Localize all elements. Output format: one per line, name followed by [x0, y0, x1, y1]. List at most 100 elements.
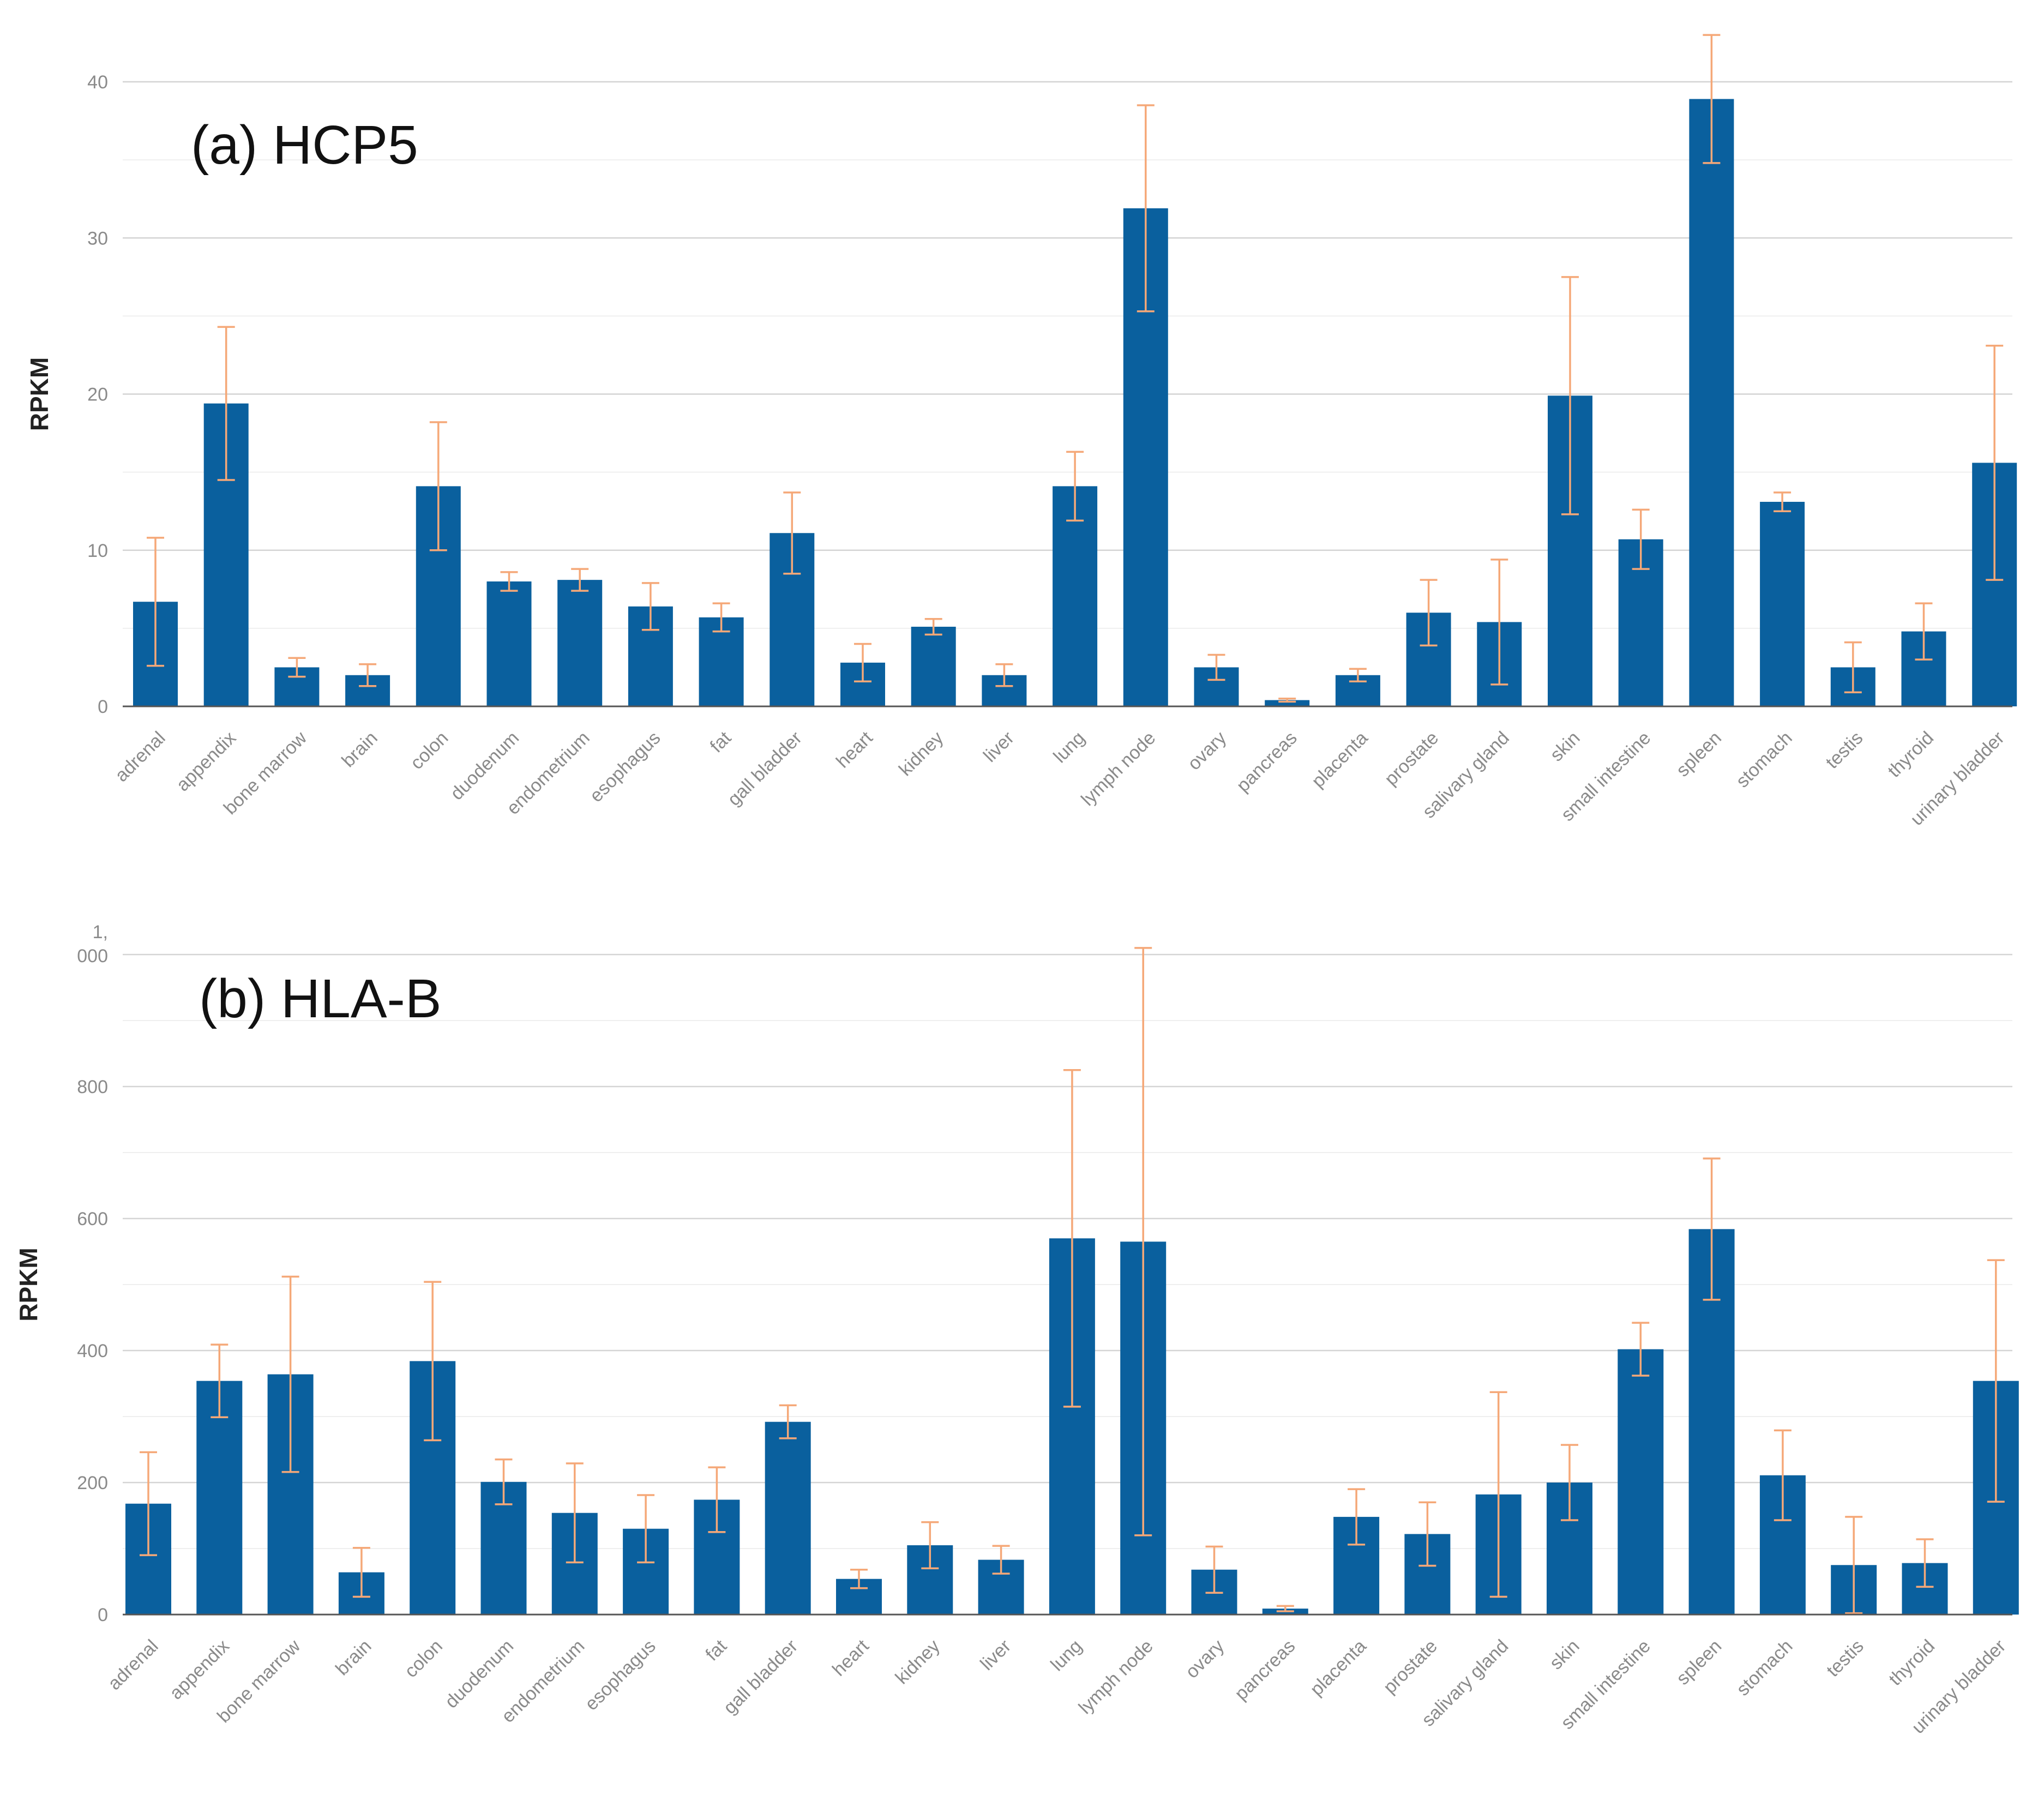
x-tick-label: appendix	[165, 1636, 233, 1703]
x-tick-label: fat	[701, 1635, 731, 1665]
x-tick-label: adrenal	[111, 728, 170, 786]
x-tick-label: colon	[406, 728, 452, 773]
x-tick-label: brain	[338, 728, 381, 771]
y-axis-label: RPKM	[14, 1247, 43, 1321]
error-bar-pancreas	[1278, 697, 1296, 703]
x-tick-label: appendix	[172, 728, 240, 795]
x-tick-label: pancreas	[1233, 728, 1301, 796]
x-tick-label: lymph node	[1077, 728, 1159, 810]
error-bar-small-intestine	[1632, 508, 1650, 570]
bar-stomach	[1760, 502, 1805, 706]
x-tick-label: duodenum	[441, 1636, 518, 1712]
error-bar-brain	[359, 663, 377, 687]
x-tick-label: heart	[832, 727, 877, 772]
error-bar-prostate	[1420, 579, 1438, 647]
error-bar-gall-bladder	[783, 491, 801, 575]
error-bar-placenta	[1348, 1488, 1366, 1546]
error-bar-adrenal	[140, 1451, 157, 1556]
y-tick-label: 40	[87, 72, 108, 93]
error-bar-fat	[708, 1466, 726, 1533]
error-bar-thyroid	[1916, 1538, 1934, 1588]
error-bar-prostate	[1418, 1501, 1436, 1567]
y-tick-label: 600	[77, 1209, 108, 1229]
y-tick-label-line: 000	[77, 946, 108, 967]
x-tick-label: skin	[1546, 728, 1584, 766]
x-tick-label: kidney	[892, 1636, 944, 1688]
error-bar-urinary-bladder	[1987, 1259, 2005, 1503]
error-bar-gall-bladder	[779, 1404, 797, 1439]
error-bar-ovary	[1205, 1545, 1223, 1594]
error-bar-salivary-gland	[1490, 559, 1508, 686]
y-tick-label: 400	[77, 1341, 108, 1361]
x-tick-label: ovary	[1181, 1636, 1228, 1683]
error-bar-appendix	[217, 326, 235, 481]
error-bar-small-intestine	[1632, 1322, 1650, 1377]
bar-lung	[1053, 486, 1098, 706]
error-bar-testis	[1845, 1516, 1863, 1615]
error-bar-heart	[854, 643, 871, 682]
bar-pancreas	[1265, 700, 1310, 706]
y-tick-label: 20	[87, 385, 108, 405]
y-tick-label-line: 1,	[93, 922, 108, 943]
error-bar-pancreas	[1276, 1605, 1294, 1612]
x-tick-label: gall bladder	[724, 728, 806, 810]
x-tick-label: liver	[979, 728, 1018, 766]
y-tick-label: 30	[87, 228, 108, 249]
error-bar-lung	[1066, 451, 1084, 522]
bar-duodenum	[486, 581, 532, 706]
bar-spleen	[1689, 99, 1734, 706]
error-bar-stomach	[1774, 491, 1791, 512]
x-tick-label: kidney	[895, 728, 947, 780]
bar-endometrium	[557, 580, 603, 706]
x-tick-label: spleen	[1672, 728, 1726, 781]
error-bar-spleen	[1703, 34, 1721, 164]
error-bar-adrenal	[147, 537, 164, 667]
x-tick-label: testis	[1821, 728, 1867, 773]
x-tick-label: placenta	[1308, 728, 1372, 792]
x-tick-label: fat	[706, 727, 736, 757]
x-tick-label: lung	[1047, 1636, 1086, 1675]
error-bar-liver	[995, 663, 1013, 687]
error-bar-spleen	[1703, 1157, 1721, 1301]
error-bar-esophagus	[641, 582, 659, 631]
error-bar-placenta	[1349, 668, 1367, 682]
error-bar-fat	[712, 602, 730, 633]
error-bar-appendix	[211, 1343, 229, 1418]
chart-title: (b) HLA-B	[199, 968, 442, 1029]
x-tick-label: skin	[1546, 1636, 1584, 1674]
error-bar-liver	[992, 1545, 1010, 1575]
y-axis-label: RPKM	[25, 357, 53, 431]
error-bar-lung	[1063, 1069, 1081, 1408]
error-bar-bone-marrow	[288, 657, 306, 678]
x-tick-label: esophagus	[586, 728, 665, 807]
x-tick-label: thyroid	[1884, 728, 1938, 782]
x-tick-label: thyroid	[1885, 1636, 1939, 1690]
error-bar-colon	[424, 1281, 442, 1442]
x-tick-label: placenta	[1306, 1636, 1370, 1700]
y-tick-label: 0	[98, 1605, 108, 1625]
x-tick-label: testis	[1823, 1636, 1868, 1681]
error-bar-colon	[429, 421, 447, 551]
chart-title: (a) HCP5	[191, 115, 418, 176]
x-tick-label: lung	[1049, 728, 1089, 767]
error-bar-kidney	[924, 617, 942, 636]
x-tick-label: pancreas	[1231, 1636, 1300, 1705]
x-tick-label: spleen	[1673, 1636, 1726, 1689]
x-tick-label: duodenum	[447, 728, 523, 804]
x-tick-label: colon	[401, 1636, 447, 1682]
error-bar-lymph-node	[1137, 104, 1155, 313]
x-tick-label: stomach	[1732, 728, 1796, 792]
error-bar-duodenum	[500, 571, 518, 592]
error-bar-salivary-gland	[1489, 1391, 1507, 1598]
x-tick-label: adrenal	[104, 1636, 163, 1694]
error-bar-ovary	[1207, 653, 1225, 681]
bar-small-intestine	[1618, 1349, 1664, 1615]
error-bar-kidney	[921, 1521, 939, 1570]
x-tick-label: brain	[332, 1636, 375, 1679]
x-tick-label: gall bladder	[719, 1636, 802, 1718]
y-tick-label: 0	[98, 697, 108, 717]
error-bar-testis	[1844, 641, 1862, 693]
